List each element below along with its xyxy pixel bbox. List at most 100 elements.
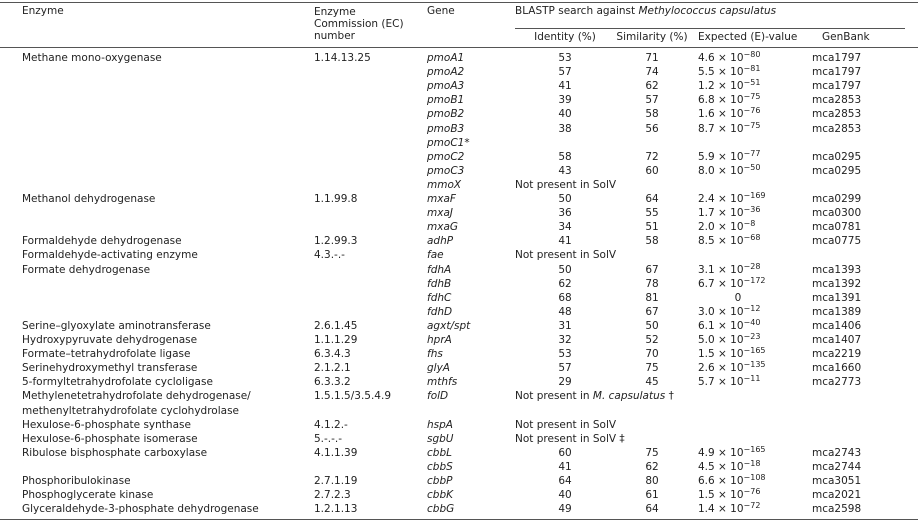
identity: 39 [558,94,572,107]
group-rule [515,28,905,29]
e-value-base: 4.9 × 10 [698,446,744,459]
gene: pmoB3 [427,122,465,135]
enzyme: Methylenetetrahydrofolate dehydrogenase/ [22,390,251,403]
e-value-exponent: −77 [743,148,761,158]
text-part: Not present in SolV ‡ [515,432,625,445]
e-value-base: 5.5 × 10 [698,66,744,79]
similarity: 62 [645,460,659,473]
similarity: 61 [645,489,659,502]
identity: 31 [558,319,572,332]
ec-number: 1.2.1.13 [314,503,358,516]
identity: 62 [558,277,572,290]
e-value-exponent: −165 [743,444,766,454]
gene: fae [427,249,444,262]
genbank: mca2743 [812,446,862,459]
e-value-base: 5.0 × 10 [698,334,744,346]
e-value-base: 4.5 × 10 [698,460,744,473]
similarity: 50 [645,319,659,332]
similarity: 81 [645,291,659,304]
genbank: mca0295 [812,164,862,177]
e-value-exponent: −172 [743,275,766,285]
enzyme: Serinehydroxymethyl transferase [22,362,198,375]
genbank: mca1797 [812,66,862,79]
e-value: 5.7 × 10−11 [698,375,760,389]
similarity: 71 [645,52,659,64]
identity: 57 [558,66,572,79]
e-value-base: 1.2 × 10 [698,80,744,93]
enzyme: Hexulose-6-phosphate isomerase [22,432,198,445]
header-identity: Identity (%) [534,31,596,43]
note: Not present in SolV ‡ [515,432,625,446]
text-part: Not present in [515,390,593,403]
e-value: 1.5 × 10−165 [698,347,766,361]
e-value-exponent: −40 [743,317,761,327]
bottom-rule [0,519,918,520]
e-value-exponent: −36 [743,205,761,215]
note: Not present in SolV [515,178,616,192]
similarity: 57 [645,94,659,107]
gene: pmoB2 [427,108,465,121]
e-value-base: 1.5 × 10 [698,489,744,502]
text-part: Methylococcus capsulatus [638,5,777,17]
e-value-exponent: −165 [743,346,766,356]
e-value-base: 5.7 × 10 [698,376,744,389]
header-evalue: Expected (E)-value [698,31,798,43]
e-value-exponent: −72 [743,501,761,511]
e-value: 1.7 × 10−36 [698,206,760,220]
gene: folD [427,390,449,403]
e-value: 6.8 × 10−75 [698,93,760,107]
ec-number: 2.1.2.1 [314,362,351,375]
note: Not present in SolV [515,248,616,262]
e-value-base: 3.1 × 10 [698,263,744,276]
e-value-exponent: −135 [743,360,766,370]
e-value-base: 1.7 × 10 [698,207,744,220]
gene: cbbG [427,503,455,516]
e-value-exponent: −23 [743,332,761,341]
identity: 53 [558,348,572,361]
e-value-base: 6.6 × 10 [698,475,744,487]
genbank: mca0295 [812,150,862,163]
e-value-exponent: −76 [743,106,761,116]
gene: agxt/spt [427,319,471,332]
similarity: 72 [645,150,659,163]
genbank: mca1407 [812,334,862,346]
e-value-exponent: −108 [743,473,766,482]
e-value-base: 4.6 × 10 [698,52,744,64]
identity: 64 [558,475,572,487]
identity: 38 [558,122,572,135]
gene: fdhD [427,305,453,318]
e-value-exponent: −50 [743,162,761,172]
e-value-exponent: −81 [743,64,761,74]
genbank: mca1393 [812,263,862,276]
gene: pmoC1* [427,136,470,149]
enzyme: Ribulose bisphosphate carboxylase [22,446,208,459]
genbank: mca0781 [812,221,862,234]
e-value: 8.5 × 10−68 [698,234,760,248]
gene: cbbP [427,475,453,487]
enzyme: Formate–tetrahydrofolate ligase [22,348,191,361]
gene: pmoC2 [427,150,465,163]
similarity: 80 [645,475,659,487]
gene: pmoA2 [427,66,465,79]
identity: 41 [558,460,572,473]
e-value: 3.1 × 10−28 [698,262,760,277]
enzyme: Formaldehyde dehydrogenase [22,235,182,248]
e-value-base: 2.0 × 10 [698,221,744,234]
e-value-exponent: −169 [743,191,766,200]
identity: 53 [558,52,572,64]
genbank: mca2853 [812,122,862,135]
genbank: mca1797 [812,80,862,93]
identity: 41 [558,80,572,93]
e-value-base: 6.7 × 10 [698,277,744,290]
identity: 49 [558,503,572,516]
genbank: mca0299 [812,193,862,205]
e-value: 4.9 × 10−165 [698,444,766,460]
e-value-exponent: −12 [743,303,761,313]
e-value-exponent: −11 [743,374,761,384]
identity: 34 [558,221,572,234]
identity: 36 [558,207,572,220]
header-genbank: GenBank [822,31,870,43]
similarity: 58 [645,108,659,121]
gene: pmoB1 [427,94,465,107]
